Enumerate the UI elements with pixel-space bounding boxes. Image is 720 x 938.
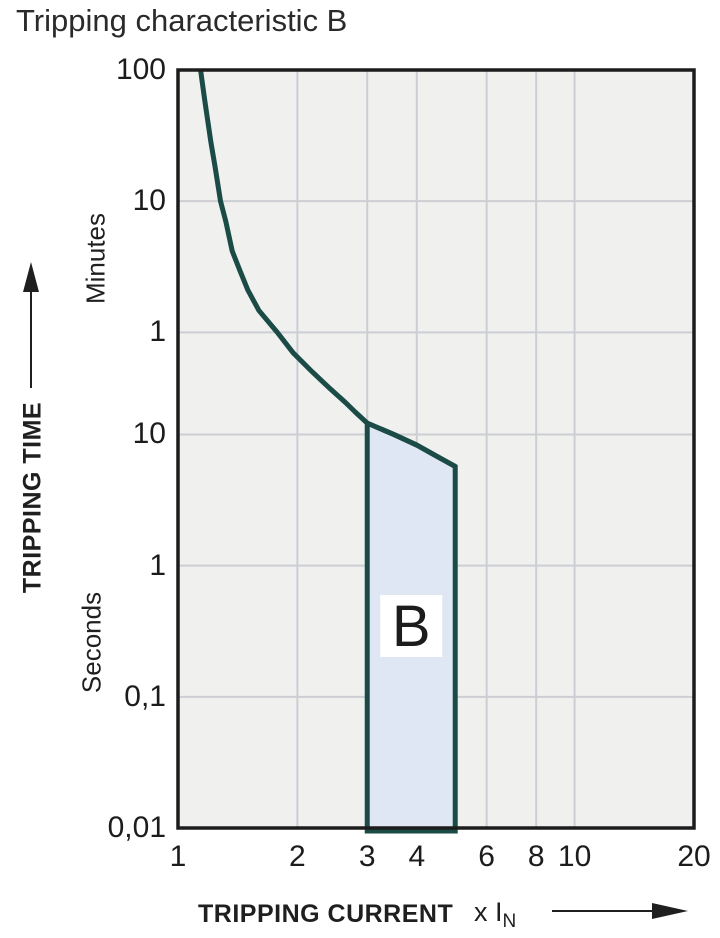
y-tick-label: 10 [132, 184, 166, 218]
right-arrow-icon [552, 903, 688, 919]
x-tick-label: 8 [527, 840, 545, 873]
plot-area: B [176, 68, 696, 834]
chart-canvas: B [176, 68, 696, 834]
x-tick-labels: 1 2 3 4 6 8 10 20 [170, 840, 711, 876]
band-label: B [392, 594, 431, 659]
y-tick-label: 100 [115, 53, 166, 86]
x-tick-label: 4 [408, 840, 426, 873]
x-axis-unit: x IN [474, 897, 516, 933]
x-tick-label: 20 [677, 840, 711, 873]
page-title: Tripping characteristic B [16, 3, 348, 38]
plot-border [176, 68, 696, 830]
y-tick-label: 0,1 [124, 679, 166, 713]
band-label-box [380, 595, 443, 657]
x-tick-label: 1 [169, 840, 187, 873]
x-tick-label: 6 [478, 840, 495, 873]
x-tick-label: 10 [557, 840, 592, 873]
x-axis-unit-subscript: N [502, 911, 517, 932]
x-tick-label: 3 [358, 840, 376, 873]
x-axis-title: TRIPPING CURRENT [198, 900, 454, 928]
up-arrow-icon [23, 262, 39, 388]
y-tick-label: 10 [132, 417, 166, 451]
y-tick-labels: 100 10 1 10 1 0,1 0,01 [0, 54, 166, 844]
x-tick-label: 2 [289, 840, 306, 873]
y-tick-label: 1 [149, 315, 166, 349]
y-tick-label: 1 [149, 548, 166, 582]
y-tick-label: 0,01 [107, 811, 166, 844]
x-axis-unit-main: x I [474, 897, 503, 927]
tripping-curve [198, 69, 457, 469]
